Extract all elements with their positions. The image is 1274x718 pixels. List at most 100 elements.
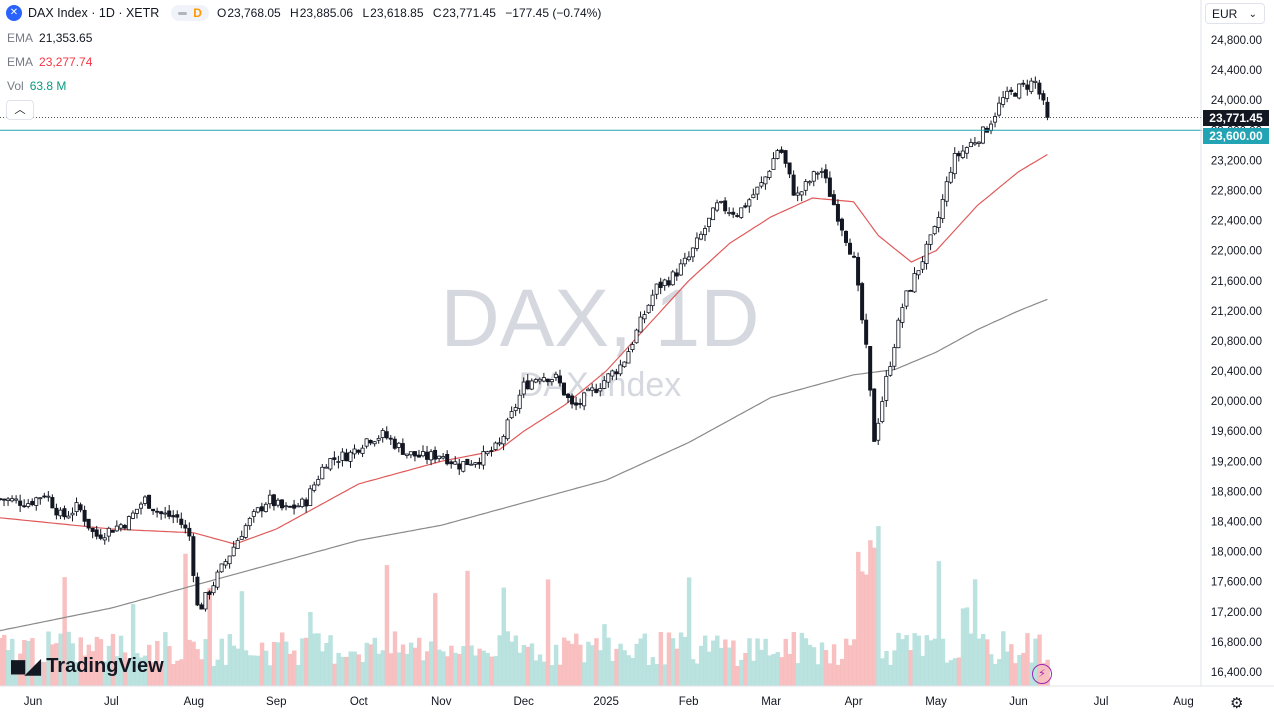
volume-bar <box>42 661 47 686</box>
volume-bar <box>799 632 805 686</box>
volume-bar <box>227 634 233 686</box>
candle-body <box>6 498 11 501</box>
candle-body <box>143 496 148 504</box>
price-axis[interactable]: 24,800.0024,400.0024,000.0023,600.0023,2… <box>1200 0 1262 686</box>
candle-body <box>719 201 724 203</box>
horizontal-price-line[interactable] <box>0 116 1202 131</box>
price-tick-label: 21,200.00 <box>1211 306 1262 318</box>
tradingview-logo[interactable]: ◼◢ TradingView <box>9 654 164 679</box>
candle-body <box>82 509 87 522</box>
volume-bar <box>719 647 724 686</box>
time-tick-label: May <box>925 696 947 708</box>
candle-body <box>384 431 389 439</box>
candle-body <box>332 457 337 460</box>
candle-body <box>344 452 349 462</box>
candle-body <box>602 380 607 389</box>
volume-bar <box>1017 654 1022 686</box>
open-label: O <box>216 6 227 20</box>
volume-bar <box>211 665 216 686</box>
volume-bar <box>743 652 748 686</box>
indicator-ema-50[interactable]: EMA 23,277.74 <box>7 55 92 69</box>
collapse-legend-button[interactable]: ︿ <box>6 100 34 120</box>
volume-bar <box>312 633 317 686</box>
volume-bar <box>848 645 853 686</box>
volume-bar <box>940 638 946 686</box>
time-axis[interactable]: Jun Jul Aug Sep Oct Nov Dec 2025 Feb Mar Apr May Jun… <box>0 685 1274 708</box>
symbol-title[interactable]: DAX Index · 1D · XETR <box>28 6 160 20</box>
volume-bar <box>441 651 446 686</box>
volume-bar <box>948 660 954 686</box>
candle-body <box>38 497 43 500</box>
settings-gear-icon[interactable]: ⚙ <box>1230 695 1244 712</box>
volume-bar <box>404 653 410 686</box>
candle-body <box>308 488 313 506</box>
volume-bar <box>868 540 873 686</box>
candle-body <box>445 453 450 465</box>
candle-body <box>263 503 268 512</box>
candle-body <box>54 507 59 516</box>
volume-bar <box>38 661 43 686</box>
currency-selector[interactable]: EUR ⌄ <box>1205 3 1265 24</box>
candle-body <box>1029 80 1034 92</box>
candle-body <box>408 451 413 456</box>
volume-bar <box>727 647 732 686</box>
candle-body <box>582 392 587 407</box>
volume-bar <box>1005 651 1010 686</box>
volume-bar <box>392 631 398 686</box>
candle-body <box>1045 101 1050 118</box>
candle-body <box>22 505 27 508</box>
candle-body <box>892 347 897 367</box>
volume-bar <box>763 638 768 686</box>
horizontal-line-price-label: 23,600.00 <box>1203 128 1269 144</box>
price-tick-label: 22,400.00 <box>1211 216 1262 228</box>
candle-body <box>477 462 482 465</box>
candle-body <box>34 497 39 506</box>
candle-body <box>880 401 885 422</box>
volume-bar <box>557 664 563 686</box>
candle-body <box>151 508 156 512</box>
candle-body <box>594 388 599 393</box>
volume-bar <box>247 655 253 686</box>
candle-body <box>364 438 369 447</box>
symbol-logo-icon[interactable]: ✕ <box>6 5 22 21</box>
price-tick-label: 23,200.00 <box>1211 155 1262 167</box>
candle-body <box>433 449 438 460</box>
indicator-volume[interactable]: Vol 63.8 M <box>7 79 66 93</box>
volume-bar <box>698 645 704 686</box>
candle-body <box>1041 93 1046 101</box>
volume-bar <box>10 638 15 686</box>
volume-bar <box>956 657 962 686</box>
volume-bar <box>1029 662 1034 686</box>
candle-body <box>191 536 196 576</box>
candle-body <box>1037 82 1042 95</box>
volume-bar <box>30 638 35 686</box>
volume-bar <box>2 634 7 686</box>
volume-bar <box>420 660 426 686</box>
candle-body <box>747 199 752 207</box>
volume-bar <box>94 636 100 686</box>
volume-bar <box>545 579 551 686</box>
volume-bar <box>231 645 237 686</box>
volume-bar <box>86 644 92 686</box>
candle-body <box>807 181 812 184</box>
candle-body <box>932 226 937 235</box>
candle-body <box>811 171 816 182</box>
volume-bar <box>296 664 301 686</box>
volume-bar <box>964 607 970 686</box>
volume-bar <box>344 656 349 686</box>
volume-bar <box>525 646 531 686</box>
volume-bar <box>90 651 96 686</box>
candle-body <box>864 319 869 345</box>
change-value: −177.45 (−0.74%) <box>505 6 602 20</box>
candle-body <box>292 504 297 509</box>
lightning-icon[interactable]: ⚡ <box>1032 664 1052 684</box>
candle-body <box>102 537 107 541</box>
candle-body <box>130 512 135 519</box>
volume-bar <box>582 662 587 686</box>
indicator-ema-200[interactable]: EMA 21,353.65 <box>7 31 92 45</box>
volume-bar <box>388 653 394 686</box>
interval-pill[interactable]: D <box>171 5 209 21</box>
candle-body <box>848 242 853 255</box>
volume-bar <box>908 650 913 686</box>
